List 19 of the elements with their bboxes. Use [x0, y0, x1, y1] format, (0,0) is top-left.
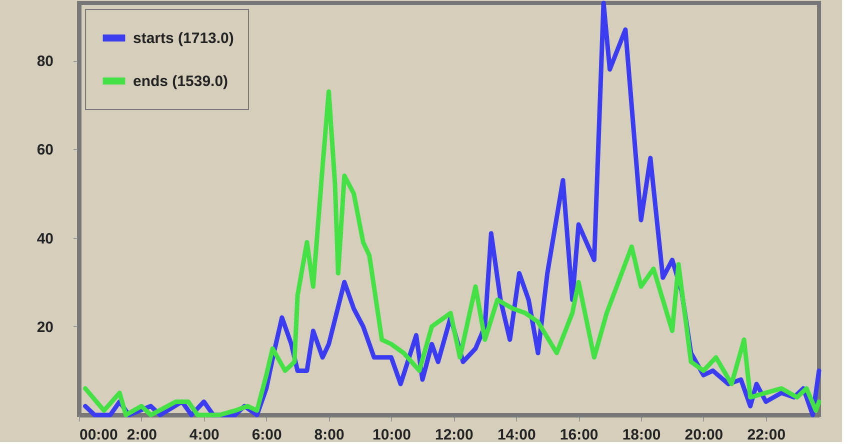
- x-tick-label: 6:00: [252, 426, 282, 444]
- x-tick-label: 8:00: [314, 426, 344, 444]
- y-tick-label: 20: [36, 318, 54, 336]
- x-tick-label: 2:00: [126, 426, 157, 444]
- x-tick-label: 18:00: [622, 426, 661, 444]
- y-tick-label: 60: [36, 142, 54, 159]
- x-tick-label: 14:00: [497, 426, 536, 444]
- legend-label: ends (1539.0): [133, 73, 228, 90]
- x-tick-label: 4:00: [189, 426, 220, 444]
- x-tick-label: 00:00: [80, 426, 118, 444]
- x-tick-label: 22:00: [747, 426, 786, 444]
- y-tick-label: 40: [36, 230, 54, 248]
- legend-label: starts (1713.0): [133, 30, 234, 47]
- line-series: [82, 89, 822, 418]
- x-tick-label: 20:00: [684, 426, 724, 444]
- x-tick-label: 12:00: [434, 426, 474, 444]
- x-tick-label: 16:00: [560, 426, 598, 444]
- x-tick-label: 10:00: [372, 426, 411, 444]
- y-tick-label: 80: [36, 53, 54, 70]
